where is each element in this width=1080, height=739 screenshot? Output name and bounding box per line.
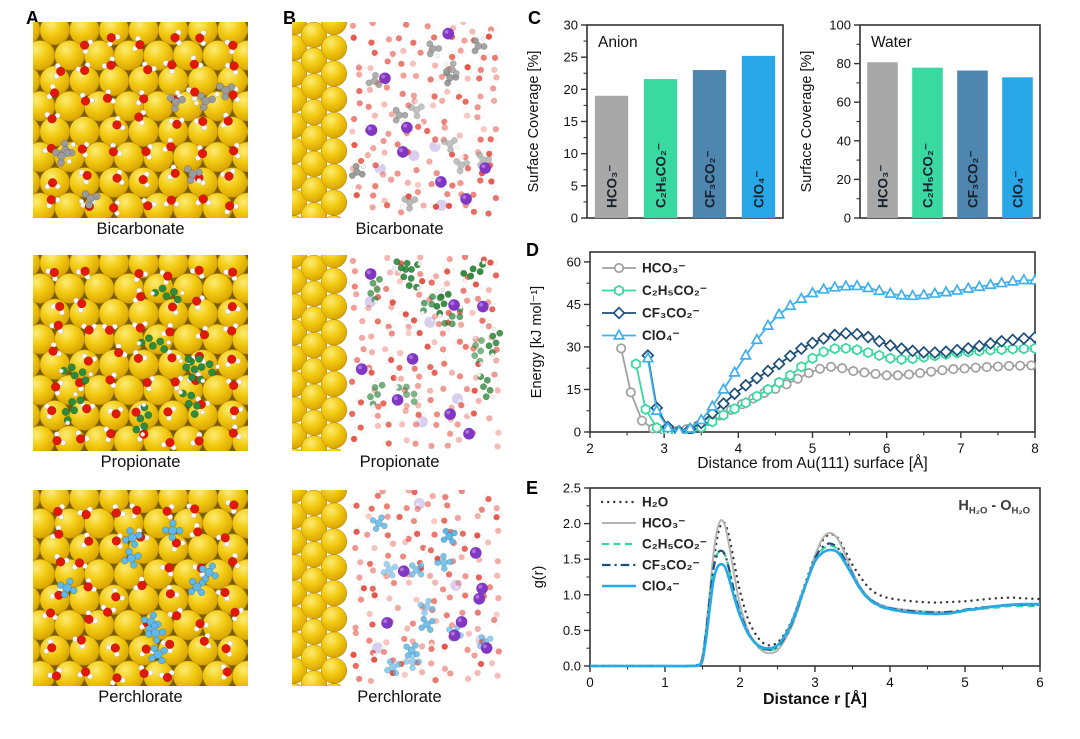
svg-text:4: 4 (886, 675, 894, 690)
svg-text:2.0: 2.0 (563, 516, 581, 531)
svg-text:0: 0 (586, 675, 594, 690)
svg-text:80: 80 (837, 56, 851, 71)
svg-text:2: 2 (736, 675, 744, 690)
water-rdf-line-chart: 0.0 0.5 1.0 1.5 2.0 2.5 0 1 2 3 4 5 6 g(r) Distance r … (531, 481, 1044, 709)
panel-label-e: E (526, 478, 539, 498)
svg-text:CF₃CO₂⁻: CF₃CO₂⁻ (966, 150, 981, 208)
svg-text:5: 5 (571, 178, 578, 193)
svg-text:0.5: 0.5 (563, 623, 581, 638)
svg-text:C₂H₅CO₂⁻: C₂H₅CO₂⁻ (921, 143, 936, 208)
svg-text:3: 3 (660, 441, 668, 456)
panel-label-c: C (528, 8, 541, 28)
svg-text:15: 15 (567, 382, 581, 397)
svg-text:ClO₄⁻: ClO₄⁻ (642, 328, 680, 343)
svg-text:0: 0 (571, 211, 578, 226)
svg-text:60: 60 (837, 95, 851, 110)
svg-text:Surface Coverage [%]: Surface Coverage [%] (526, 51, 542, 193)
panel-b-perchlorate-side-view-image (292, 490, 507, 686)
svg-text:30: 30 (564, 18, 578, 33)
panel-a-perchlorate-top-view-image (33, 490, 248, 686)
svg-text:40: 40 (837, 133, 851, 148)
svg-text:ClO₄⁻: ClO₄⁻ (1011, 170, 1026, 208)
svg-text:60: 60 (567, 254, 581, 269)
panel-label-d: D (526, 240, 539, 260)
svg-text:20: 20 (837, 172, 851, 187)
svg-text:CF₃CO₂⁻: CF₃CO₂⁻ (703, 150, 718, 208)
svg-text:25: 25 (564, 50, 578, 65)
svg-text:Distance from Au(111) surface: Distance from Au(111) surface [Å] (697, 455, 927, 472)
svg-text:7: 7 (957, 441, 965, 456)
caption-a-propionate: Propionate (100, 453, 181, 471)
svg-text:Surface Coverage [%]: Surface Coverage [%] (799, 51, 815, 193)
svg-text:20: 20 (564, 82, 578, 97)
panel-a-bicarbonate-top-view-image (33, 22, 248, 218)
panel-b-bicarbonate-side-view-image (292, 22, 507, 218)
svg-text:C₂H₅CO₂⁻: C₂H₅CO₂⁻ (654, 143, 669, 208)
svg-text:2: 2 (586, 441, 594, 456)
caption-b-propionate: Propionate (359, 453, 440, 471)
svg-text:HCO₃⁻: HCO₃⁻ (642, 516, 685, 531)
anion-coverage-bar-chart: 0 5 10 15 20 25 30 Surface Coverage [%] HCO₃⁻ C₂H… (526, 18, 784, 226)
caption-a-bicarbonate: Bicarbonate (96, 220, 185, 238)
svg-text:C₂H₅CO₂⁻: C₂H₅CO₂⁻ (642, 283, 707, 298)
caption-b-perchlorate: Perchlorate (357, 688, 442, 706)
svg-text:3: 3 (811, 675, 819, 690)
water-coverage-bar-chart: 0 20 40 60 80 100 Surface Coverage [%] HCO₃⁻ C₂H… (799, 18, 1041, 226)
svg-text:15: 15 (564, 114, 578, 129)
svg-text:CF₃CO₂⁻: CF₃CO₂⁻ (642, 306, 700, 321)
svg-text:H₂O: H₂O (642, 495, 668, 510)
svg-text:0: 0 (844, 211, 851, 226)
svg-text:45: 45 (567, 297, 581, 312)
svg-text:0.0: 0.0 (563, 659, 581, 674)
svg-text:100: 100 (829, 18, 851, 33)
svg-text:0: 0 (574, 425, 581, 440)
panel-a-propionate-top-view-image (33, 255, 248, 451)
svg-text:5: 5 (961, 675, 969, 690)
svg-text:Water: Water (871, 34, 912, 51)
svg-text:2.5: 2.5 (563, 481, 581, 496)
svg-text:6: 6 (1036, 675, 1044, 690)
svg-text:Anion: Anion (598, 34, 638, 51)
svg-text:Distance r [Å]: Distance r [Å] (763, 689, 867, 708)
svg-text:ClO₄⁻: ClO₄⁻ (752, 170, 767, 208)
caption-b-bicarbonate: Bicarbonate (355, 220, 444, 238)
svg-text:8: 8 (1031, 441, 1039, 456)
svg-text:HCO₃⁻: HCO₃⁻ (876, 165, 891, 208)
svg-text:Energy [kJ mol⁻¹]: Energy [kJ mol⁻¹] (529, 286, 545, 398)
svg-text:1.0: 1.0 (563, 587, 581, 602)
svg-text:CF₃CO₂⁻: CF₃CO₂⁻ (642, 558, 700, 573)
svg-text:1.5: 1.5 (563, 552, 581, 567)
caption-a-perchlorate: Perchlorate (98, 688, 183, 706)
svg-text:HCO₃⁻: HCO₃⁻ (642, 261, 685, 276)
svg-text:6: 6 (883, 441, 891, 456)
svg-text:4: 4 (735, 441, 743, 456)
svg-text:ClO₄⁻: ClO₄⁻ (642, 579, 680, 594)
svg-text:C₂H₅CO₂⁻: C₂H₅CO₂⁻ (642, 537, 707, 552)
svg-text:g(r): g(r) (531, 566, 547, 589)
svg-text:5: 5 (809, 441, 817, 456)
svg-text:1: 1 (661, 675, 669, 690)
svg-text:HH₂O - OH₂O: HH₂O - OH₂O (958, 498, 1030, 517)
panel-b-propionate-side-view-image (292, 255, 507, 451)
svg-text:30: 30 (567, 339, 581, 354)
svg-text:10: 10 (564, 146, 578, 161)
svg-text:HCO₃⁻: HCO₃⁻ (605, 165, 620, 208)
